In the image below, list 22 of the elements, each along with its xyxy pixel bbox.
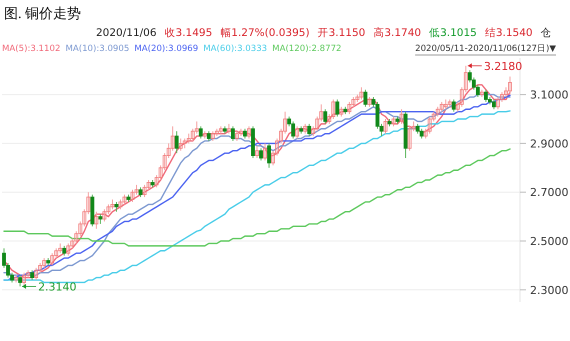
chart-title: 图. 铜价走势 — [4, 6, 81, 22]
text: MA(10):3.0905 — [65, 44, 130, 54]
annotation: 2.3140 — [38, 280, 77, 294]
y-tick-label: 2.3000 — [530, 284, 568, 297]
annotation: 3.2180 — [484, 60, 522, 73]
text: 2020/05/11-2020/11/06(127日)▼ — [415, 44, 556, 54]
text: MA(120):2.8772 — [272, 44, 342, 54]
y-tick-label: 2.5000 — [530, 235, 568, 248]
text: 2020/11/06 — [96, 27, 157, 39]
y-tick-label: 3.1000 — [530, 88, 568, 102]
text: 低3.1015 — [429, 27, 477, 39]
text: MA(60):3.0333 — [203, 44, 268, 54]
text: 高3.1740 — [373, 26, 422, 39]
text: 幅1.27%(0.0395) — [220, 27, 310, 39]
text: 仓 — [540, 27, 552, 39]
y-tick-label: 2.9000 — [530, 137, 568, 150]
text: 收3.1495 — [164, 27, 212, 39]
text: 结3.1540 — [484, 26, 533, 39]
text: MA(20):3.0969 — [134, 44, 198, 54]
y-tick-label: 2.7000 — [530, 186, 568, 200]
text: MA(5):3.1102 — [2, 44, 60, 54]
text: 开3.1150 — [318, 27, 366, 39]
